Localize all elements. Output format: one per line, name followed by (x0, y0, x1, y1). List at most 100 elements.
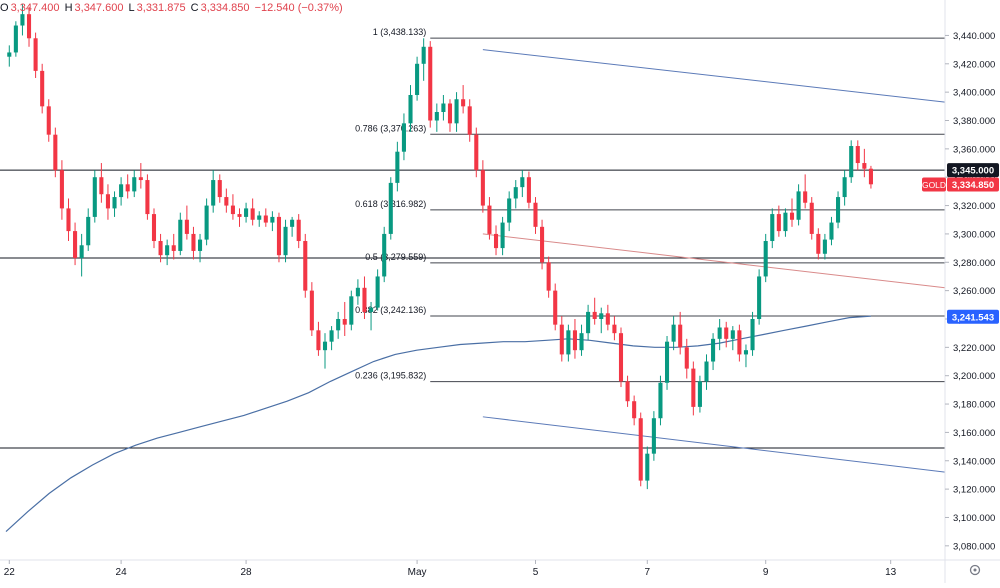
candle-body (125, 184, 130, 192)
settings-icon[interactable] (969, 564, 981, 576)
candle (717, 318, 722, 351)
candle-body (99, 177, 104, 195)
candle (92, 170, 97, 223)
candle-body (533, 202, 538, 227)
candle (664, 336, 670, 390)
time-tick-label: 9 (763, 567, 769, 578)
candle-body (362, 287, 367, 312)
candle (441, 94, 446, 121)
candle-body (816, 233, 821, 254)
time-tick-label: 5 (533, 567, 539, 578)
candle-body (428, 46, 433, 121)
candle (553, 283, 558, 331)
candle-body (836, 197, 841, 223)
candle (743, 344, 749, 368)
candle-body (105, 194, 110, 209)
price-tick-label: 3,380.000 (953, 116, 995, 127)
horizontal-levels[interactable] (0, 169, 945, 449)
candle (849, 140, 854, 183)
candle (684, 338, 689, 379)
price-tick-label: 3,300.000 (953, 229, 995, 240)
candle (270, 211, 275, 232)
candle-body (638, 418, 643, 481)
candle-body (26, 14, 32, 39)
candle (283, 219, 288, 263)
candle (618, 327, 624, 388)
time-axis[interactable]: 222428May579131519212327 (4, 560, 1000, 578)
moving-average (5, 315, 871, 533)
candle-body (513, 187, 518, 199)
candle-body (507, 198, 512, 223)
candle-body (618, 333, 624, 382)
candle-body (730, 330, 735, 339)
candle (855, 140, 860, 171)
candle-body (270, 216, 275, 223)
time-tick-label: 24 (116, 567, 128, 578)
candle (816, 228, 821, 260)
candle (171, 233, 176, 260)
candle-body (678, 324, 683, 348)
candle-body (579, 333, 584, 351)
price-badge-value: 3,241.543 (952, 312, 994, 323)
candle-body (237, 214, 242, 217)
candle (26, 7, 32, 47)
candle (263, 208, 268, 227)
candle (513, 180, 518, 209)
candle (711, 333, 716, 371)
time-tick-label: 28 (241, 567, 253, 578)
candle-body (217, 180, 222, 198)
price-tick-label: 3,220.000 (953, 343, 995, 354)
candle-body (66, 208, 71, 232)
candle-body (342, 318, 347, 325)
candle-body (244, 208, 249, 217)
candle (375, 269, 380, 311)
candle-body (546, 262, 551, 291)
candle (79, 233, 84, 277)
candle-body (145, 180, 150, 215)
price-badge-value: 3,334.850 (952, 180, 994, 191)
candle-body (605, 313, 610, 325)
low-label: L (128, 2, 135, 14)
candle (507, 191, 512, 232)
candle-body (290, 219, 295, 227)
candle-body (86, 216, 91, 246)
candle-body (572, 330, 577, 351)
candle-body (119, 184, 124, 198)
candle (257, 211, 262, 227)
fib-level-label: 0.236 (3,195.832) (355, 371, 426, 381)
candle-body (842, 177, 847, 198)
candle-body (796, 191, 801, 220)
candle-body (553, 290, 558, 325)
candle (836, 191, 841, 229)
price-tick-label: 3,100.000 (953, 513, 995, 524)
candle (66, 198, 71, 242)
candle-body (230, 205, 235, 215)
candle (309, 282, 314, 336)
candle-body (664, 341, 670, 383)
fib-level-label: 1 (3,438.133) (373, 27, 427, 37)
price-tick-label: 3,120.000 (953, 485, 995, 496)
candle-body (487, 205, 492, 234)
close-label: C (190, 2, 199, 14)
symbol-tag-box (922, 177, 946, 192)
candle-body (849, 146, 854, 178)
trend-lines[interactable] (482, 49, 1000, 502)
candle-body (717, 327, 722, 339)
candle-body (151, 214, 157, 242)
candle-body (375, 276, 380, 308)
candle-body (743, 350, 749, 355)
candle-body (862, 163, 867, 169)
candle-body (92, 177, 97, 217)
time-tick-label: 22 (4, 567, 16, 578)
candle (572, 318, 577, 359)
candle (474, 127, 479, 178)
candle (500, 216, 505, 256)
candle-body (59, 170, 64, 209)
candle (369, 301, 374, 331)
candle (447, 99, 453, 132)
candle (586, 304, 591, 341)
price-tick-label: 3,180.000 (953, 400, 995, 411)
